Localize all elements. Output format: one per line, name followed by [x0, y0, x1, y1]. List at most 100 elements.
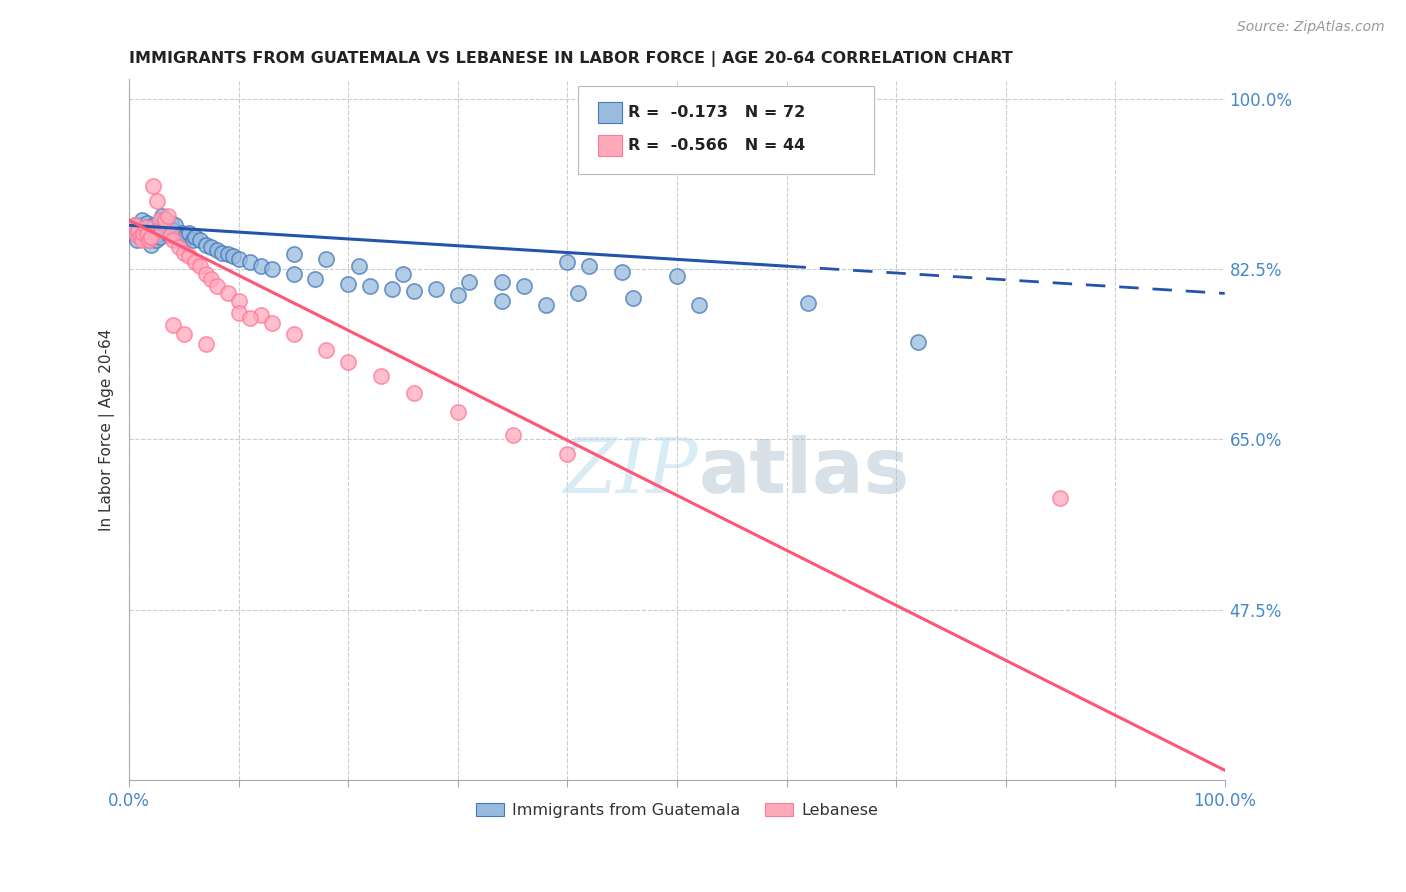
Point: [141, 230, 163, 244]
Y-axis label: In Labor Force | Age 20-64: In Labor Force | Age 20-64: [100, 328, 115, 531]
Point: [142, 179, 165, 194]
Point: [194, 337, 217, 351]
Point: [149, 213, 172, 227]
Point: [249, 259, 271, 273]
Point: [249, 308, 271, 322]
Point: [124, 219, 146, 233]
Text: atlas: atlas: [699, 434, 910, 508]
Point: [404, 385, 426, 400]
Point: [205, 243, 228, 257]
Point: [173, 233, 195, 247]
Point: [135, 220, 157, 235]
Point: [155, 212, 177, 227]
Point: [457, 275, 479, 289]
Text: R =  -0.173   N = 72: R = -0.173 N = 72: [627, 104, 806, 120]
Point: [557, 447, 579, 461]
Point: [135, 216, 157, 230]
Point: [139, 233, 162, 247]
Point: [125, 227, 148, 242]
Bar: [598, 136, 623, 156]
Point: [612, 265, 634, 279]
Point: [129, 227, 152, 242]
Point: [131, 213, 153, 227]
Point: [136, 220, 159, 235]
Point: [173, 245, 195, 260]
Text: Source: ZipAtlas.com: Source: ZipAtlas.com: [1237, 20, 1385, 34]
Point: [194, 267, 217, 281]
Point: [260, 262, 283, 277]
Point: [146, 223, 169, 237]
Point: [174, 227, 197, 242]
Point: [425, 281, 447, 295]
Point: [179, 249, 201, 263]
Point: [392, 267, 415, 281]
Point: [125, 233, 148, 247]
Point: [239, 310, 262, 325]
Point: [184, 255, 207, 269]
Point: [127, 223, 149, 237]
Point: [141, 230, 163, 244]
Point: [381, 281, 404, 295]
Point: [142, 226, 165, 240]
Point: [162, 233, 184, 247]
Bar: [598, 102, 623, 123]
Point: [370, 369, 392, 384]
Point: [491, 275, 513, 289]
Point: [222, 249, 245, 263]
Point: [217, 286, 239, 301]
Point: [665, 268, 688, 283]
Text: IMMIGRANTS FROM GUATEMALA VS LEBANESE IN LABOR FORCE | AGE 20-64 CORRELATION CHA: IMMIGRANTS FROM GUATEMALA VS LEBANESE IN…: [129, 51, 1012, 67]
Point: [315, 343, 337, 357]
Point: [132, 226, 155, 240]
Point: [138, 226, 160, 240]
Text: ZIP: ZIP: [564, 434, 699, 508]
Point: [190, 233, 212, 247]
Point: [156, 209, 179, 223]
Point: [170, 226, 193, 240]
Point: [621, 291, 644, 305]
Point: [217, 247, 239, 261]
Point: [512, 278, 534, 293]
Point: [404, 285, 426, 299]
Point: [688, 298, 710, 312]
Text: R =  -0.566   N = 44: R = -0.566 N = 44: [627, 138, 806, 153]
Point: [167, 230, 190, 244]
Point: [124, 219, 146, 233]
Point: [359, 278, 381, 293]
Point: [127, 223, 149, 237]
Point: [129, 219, 152, 233]
Point: [184, 230, 207, 244]
Point: [200, 272, 222, 286]
Point: [447, 288, 470, 302]
Point: [200, 240, 222, 254]
Point: [260, 316, 283, 330]
Point: [153, 216, 176, 230]
Point: [337, 354, 360, 368]
Point: [150, 209, 173, 223]
Point: [228, 294, 250, 309]
Point: [160, 227, 183, 242]
Point: [149, 230, 172, 244]
Point: [190, 259, 212, 273]
Point: [181, 233, 204, 247]
Point: [138, 233, 160, 247]
Point: [907, 334, 929, 349]
Point: [315, 252, 337, 267]
Point: [567, 286, 589, 301]
Point: [205, 278, 228, 293]
Point: [557, 255, 579, 269]
Point: [797, 296, 820, 310]
Point: [502, 427, 524, 442]
Point: [129, 230, 152, 244]
Point: [145, 227, 167, 242]
Point: [447, 405, 470, 419]
FancyBboxPatch shape: [578, 87, 875, 174]
Point: [304, 272, 326, 286]
Point: [491, 294, 513, 309]
Point: [179, 226, 201, 240]
Point: [349, 259, 371, 273]
Point: [194, 237, 217, 252]
Point: [160, 216, 183, 230]
Point: [228, 252, 250, 267]
Point: [143, 219, 166, 233]
